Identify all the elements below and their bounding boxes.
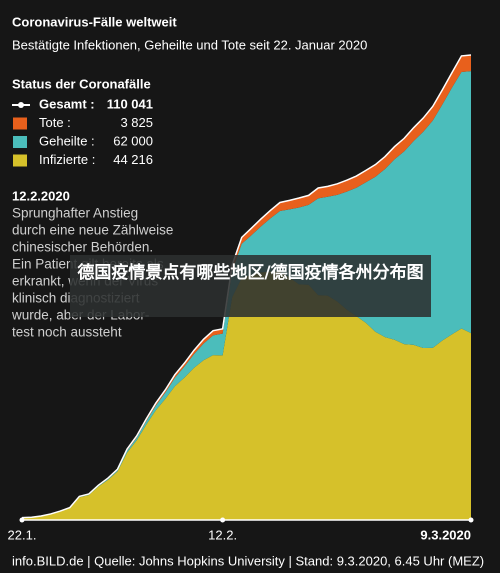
legend: Gesamt : 110 041 Tote : 3 825 Geheilte : 62 0…	[12, 96, 153, 167]
x-tick	[19, 517, 25, 523]
overlay-box	[70, 255, 431, 317]
annotation-line: Sprunghafter Anstieg	[12, 206, 138, 221]
legend-dot	[18, 102, 24, 108]
area	[22, 271, 471, 520]
footer: info.BILD.de | Quelle: Johns Hopkins Uni…	[12, 553, 484, 568]
legend-swatch	[13, 136, 27, 148]
x-tick-label: 22.1.	[8, 527, 37, 542]
legend-swatch	[13, 117, 27, 130]
legend-value: 3 825	[120, 115, 153, 130]
x-tick	[468, 517, 474, 523]
x-tick-label: 12.2.	[208, 527, 237, 542]
legend-label: Geheilte :	[39, 133, 95, 148]
legend-label: Gesamt :	[39, 96, 95, 111]
annotation-line: test noch aussteht	[12, 325, 122, 340]
legend-swatch	[13, 154, 27, 167]
legend-value: 62 000	[113, 133, 153, 148]
legend-title: Status der Coronafälle	[12, 76, 151, 91]
annotation-line: durch eine neue Zählweise	[12, 223, 173, 238]
legend-value: 110 041	[107, 96, 153, 111]
total-line	[21, 54, 472, 519]
overlay-text: 德国疫情景点有哪些地区/德国疫情各州分布图	[77, 263, 424, 283]
annotation-title: 12.2.2020	[12, 188, 70, 203]
x-tick	[220, 517, 226, 523]
legend-label: Infizierte :	[39, 152, 95, 167]
chart-title: Coronavirus-Fälle weltweit	[12, 14, 177, 29]
overlay: 德国疫情景点有哪些地区/德国疫情各州分布图	[77, 263, 424, 283]
annotation-line: chinesischer Behörden.	[12, 240, 153, 255]
legend-value: 44 216	[113, 152, 153, 167]
chart-subtitle: Bestätigte Infektionen, Geheilte und Tot…	[12, 37, 367, 52]
x-tick-label: 9.3.2020	[420, 527, 471, 542]
legend-label: Tote :	[39, 115, 71, 130]
